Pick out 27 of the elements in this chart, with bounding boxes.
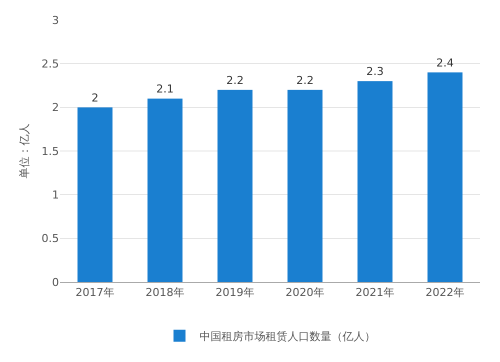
x-tick-label: 2018年 [146, 286, 184, 300]
y-axis-title: 单位：亿人 [18, 124, 31, 178]
bar [218, 90, 252, 282]
x-tick-label: 2020年 [286, 286, 324, 300]
bar [358, 81, 392, 282]
bar [288, 90, 322, 282]
data-label: 2.4 [436, 56, 454, 70]
y-tick-label: 1 [52, 188, 59, 202]
x-tick-label: 2017年 [76, 286, 114, 300]
x-tick-label: 2022年 [426, 286, 464, 300]
y-tick-label: 0.5 [42, 232, 59, 246]
x-tick-label: 2021年 [356, 286, 394, 300]
data-label: 2 [92, 91, 98, 104]
data-label: 2.2 [226, 74, 244, 87]
y-tick-label: 1.5 [42, 144, 59, 158]
y-tick-label: 2 [52, 101, 59, 114]
legend-label: 中国租房市场租赁人口数量（亿人） [200, 330, 376, 344]
data-label: 2.1 [156, 82, 174, 96]
data-label: 2.2 [296, 74, 314, 87]
bar [78, 107, 112, 282]
bar [148, 98, 182, 282]
data-label: 2.3 [366, 65, 384, 78]
y-tick-label: 3 [52, 14, 59, 27]
y-tick-label: 2.5 [42, 58, 59, 71]
bar [428, 72, 462, 282]
x-tick-label: 2019年 [216, 286, 254, 300]
y-tick-label: 0 [52, 276, 59, 289]
